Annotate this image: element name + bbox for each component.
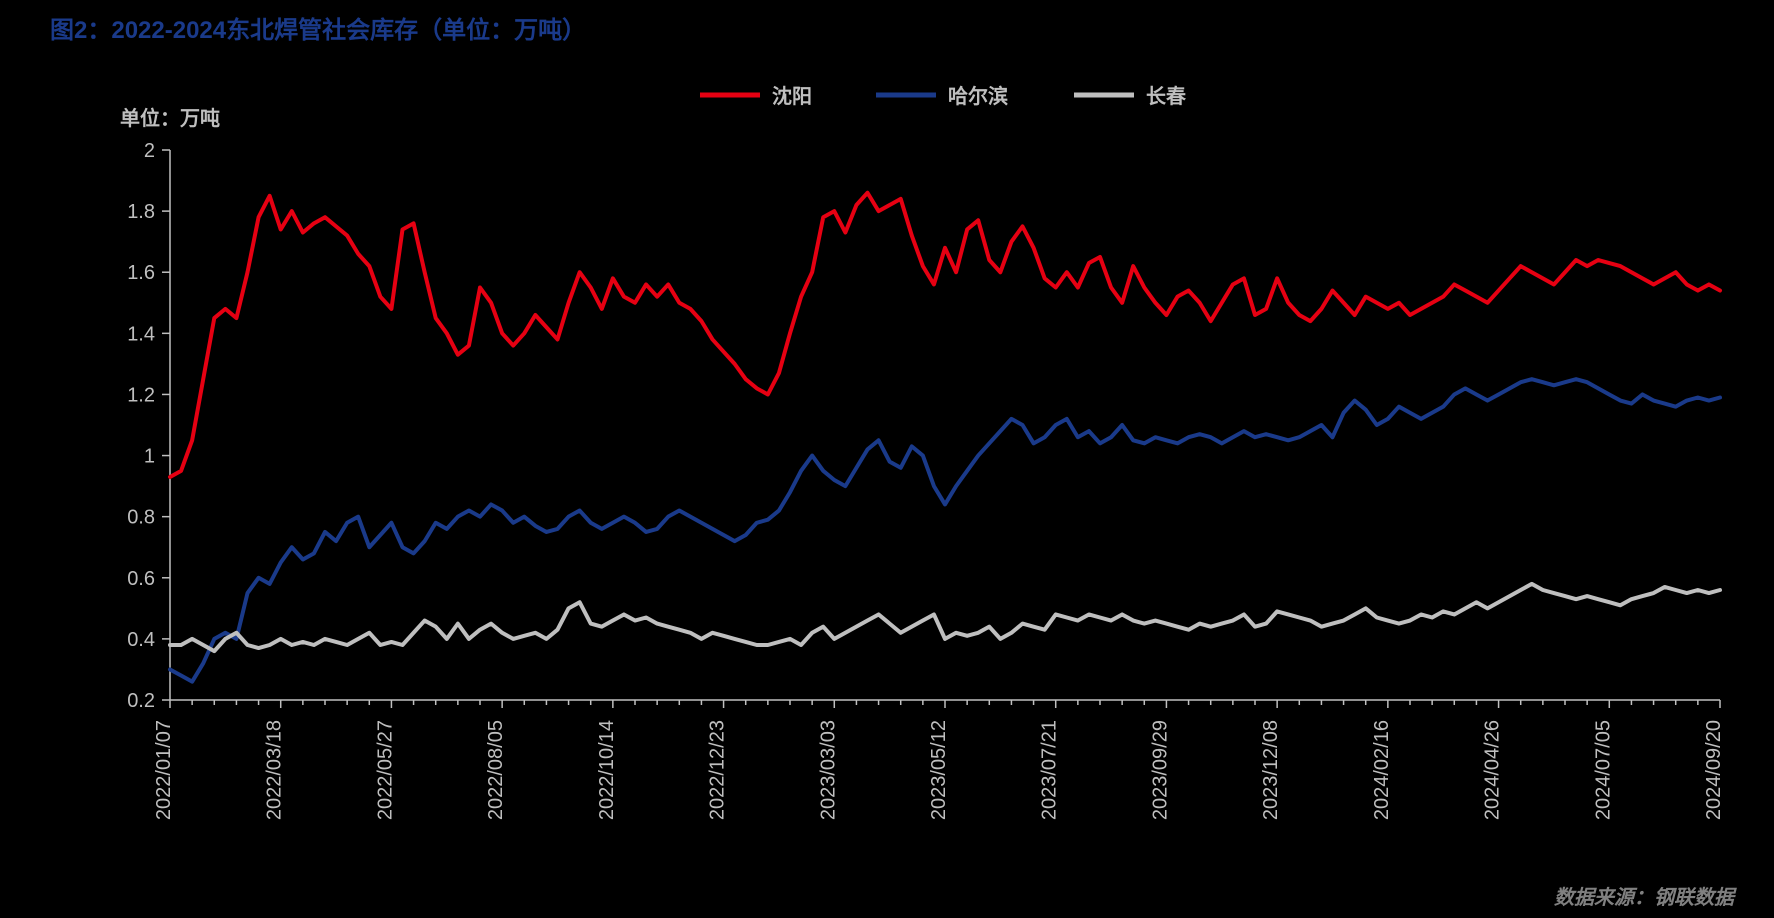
line-chart: 单位：万吨 0.2 0.4 0.6 0.8 1 1.2 1.4 1.6 1.8 2 2022/01/0… xyxy=(0,0,1774,918)
x-tick-label: 2023/03/03 xyxy=(817,720,839,820)
y-tick-label: 0.4 xyxy=(127,629,155,651)
x-tick-label: 2022/03/18 xyxy=(264,720,286,820)
x-tick-label: 2022/01/07 xyxy=(153,720,175,820)
x-tick-label: 2022/10/14 xyxy=(596,720,618,820)
x-tick-label: 2022/08/05 xyxy=(485,720,507,820)
y-tick-label: 2 xyxy=(144,140,155,162)
legend-label: 长春 xyxy=(1146,84,1187,108)
x-tick-label: 2024/07/05 xyxy=(1592,720,1614,820)
chart-title: 图2：2022-2024东北焊管社会库存（单位：万吨） xyxy=(50,10,586,45)
series-line xyxy=(170,584,1720,651)
x-tick-label: 2023/07/21 xyxy=(1039,720,1061,820)
x-tick-label: 2023/05/12 xyxy=(928,720,950,820)
x-tick-label: 2023/12/08 xyxy=(1260,720,1282,820)
y-tick-label: 0.6 xyxy=(127,568,155,590)
y-tick-label: 1.8 xyxy=(127,201,155,223)
y-axis-unit: 单位：万吨 xyxy=(120,106,220,130)
data-source: 数据来源：钢联数据 xyxy=(1554,881,1734,910)
x-tick-label: 2022/05/27 xyxy=(374,720,396,820)
legend-label: 哈尔滨 xyxy=(948,84,1008,108)
y-tick-label: 1 xyxy=(144,446,155,468)
y-tick-label: 1.4 xyxy=(127,323,155,345)
x-tick-label: 2024/02/16 xyxy=(1371,720,1393,820)
y-tick-label: 0.8 xyxy=(127,507,155,529)
y-tick-label: 0.2 xyxy=(127,690,155,712)
y-tick-label: 1.2 xyxy=(127,384,155,406)
x-tick-label: 2023/09/29 xyxy=(1149,720,1171,820)
x-tick-label: 2024/04/26 xyxy=(1482,720,1504,820)
legend-label: 沈阳 xyxy=(772,85,812,108)
y-tick-label: 1.6 xyxy=(127,262,155,284)
x-tick-label: 2022/12/23 xyxy=(707,720,729,820)
x-tick-label: 2024/09/20 xyxy=(1703,720,1725,820)
series-line xyxy=(170,193,1720,477)
